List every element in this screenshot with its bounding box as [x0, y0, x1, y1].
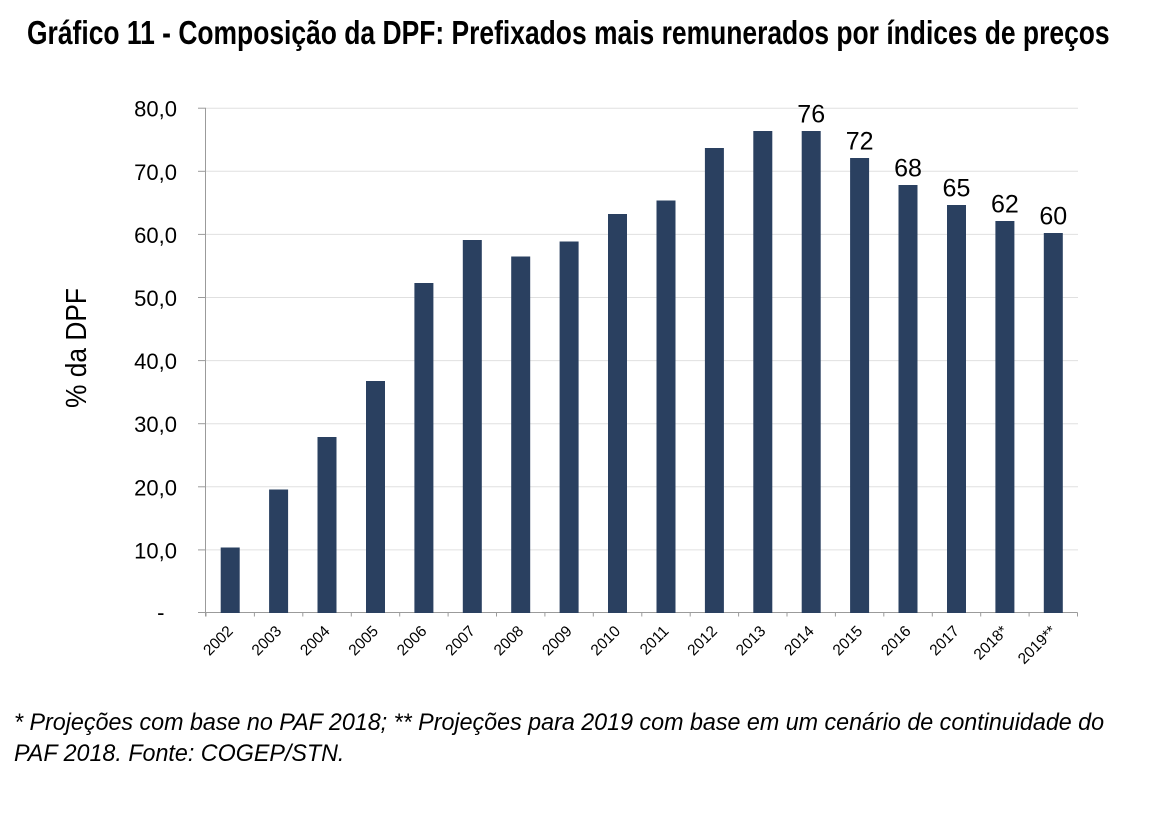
svg-text:10,0: 10,0 [134, 538, 177, 563]
svg-text:2005: 2005 [346, 623, 382, 659]
svg-text:60,0: 60,0 [134, 223, 177, 248]
svg-text:68: 68 [894, 155, 922, 183]
svg-text:2019**: 2019** [1015, 623, 1060, 668]
svg-text:-: - [157, 600, 164, 625]
svg-text:65: 65 [943, 175, 971, 203]
svg-text:2014: 2014 [781, 623, 818, 660]
svg-text:2002: 2002 [200, 623, 236, 659]
svg-text:60: 60 [1039, 203, 1067, 231]
svg-text:2010: 2010 [588, 623, 625, 660]
svg-text:2016: 2016 [878, 623, 914, 659]
svg-text:2008: 2008 [491, 623, 527, 659]
svg-text:72: 72 [846, 128, 874, 156]
svg-text:76: 76 [797, 101, 825, 129]
svg-text:2009: 2009 [539, 623, 575, 659]
svg-text:80,0: 80,0 [134, 97, 177, 122]
svg-text:2012: 2012 [684, 623, 720, 659]
svg-text:2006: 2006 [394, 623, 430, 659]
svg-text:2013: 2013 [733, 623, 769, 659]
svg-text:20,0: 20,0 [134, 475, 177, 500]
svg-text:30,0: 30,0 [134, 412, 177, 437]
svg-text:2018*: 2018* [971, 623, 1012, 664]
svg-text:62: 62 [991, 191, 1019, 219]
svg-text:2017: 2017 [927, 623, 963, 659]
svg-text:2011: 2011 [637, 623, 673, 659]
svg-text:2004: 2004 [297, 623, 334, 660]
svg-text:2007: 2007 [442, 623, 478, 659]
svg-text:2003: 2003 [249, 623, 285, 659]
svg-text:2015: 2015 [830, 623, 866, 659]
svg-text:40,0: 40,0 [134, 349, 177, 374]
svg-text:70,0: 70,0 [134, 160, 177, 185]
svg-text:50,0: 50,0 [134, 286, 177, 311]
svg-text:% da DPF: % da DPF [61, 288, 93, 408]
